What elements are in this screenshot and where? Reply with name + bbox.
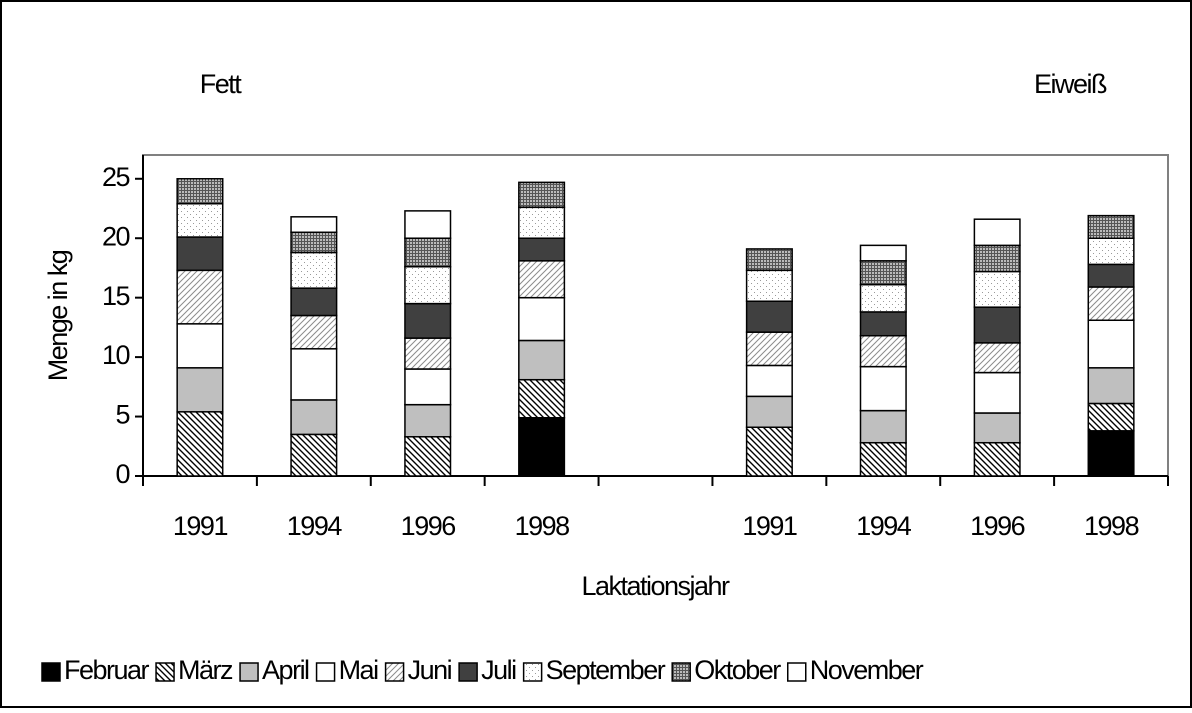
bar-segment — [745, 331, 793, 367]
bar-segment — [518, 181, 566, 209]
bar-segment — [1087, 319, 1135, 369]
bar-segment — [290, 251, 338, 289]
bar-segment — [859, 441, 907, 477]
bar-segment — [859, 283, 907, 313]
y-tick-label: 5 — [115, 400, 129, 430]
bar-segment — [859, 365, 907, 412]
legend-label: Mai — [339, 655, 379, 685]
annotation: Fett — [200, 69, 243, 99]
legend-swatch — [41, 662, 61, 682]
legend-label: April — [262, 655, 309, 685]
bar-segment — [404, 266, 452, 305]
bar-segment — [290, 314, 338, 350]
x-tick-label: 1998 — [1084, 511, 1139, 541]
bar-segment — [176, 411, 224, 477]
legend-swatch — [384, 662, 405, 682]
bar-segment — [1087, 402, 1135, 432]
x-tick-label: 1996 — [970, 511, 1025, 541]
bar-segment — [745, 426, 793, 477]
x-axis-label: Laktationsjahr — [581, 571, 730, 601]
legend-swatch — [239, 662, 259, 682]
legend-swatch — [458, 662, 478, 682]
bar-segment — [518, 296, 566, 342]
x-tick-label: 1991 — [742, 511, 797, 541]
y-axis-label: Menge in kg — [43, 250, 73, 381]
legend-swatch — [155, 662, 175, 682]
bar-segment — [745, 248, 793, 272]
bar-segment — [1087, 237, 1135, 266]
bar-segment — [176, 269, 224, 325]
bar-segment — [404, 237, 452, 268]
bar-segment — [290, 287, 338, 317]
legend-label: November — [810, 655, 924, 685]
bar-segment — [290, 433, 338, 477]
y-tick-label: 10 — [102, 340, 130, 370]
bar-segment — [404, 436, 452, 477]
bar-segment — [1087, 367, 1135, 405]
bar-segment — [859, 260, 907, 286]
bar-segment — [745, 269, 793, 302]
bar-segment — [404, 337, 452, 370]
bar-segment — [973, 342, 1021, 374]
legend-label: Februar — [64, 655, 150, 685]
legend-label: Juni — [408, 655, 452, 685]
x-tick-label: 1994 — [856, 511, 912, 541]
bar-segment — [176, 236, 224, 272]
bar-segment — [745, 300, 793, 333]
bar-segment — [518, 339, 566, 381]
bar-segment — [404, 210, 452, 239]
bar-segment — [1087, 263, 1135, 288]
bar-segment — [518, 237, 566, 262]
bar-segment — [1087, 214, 1135, 239]
x-tick-label: 1994 — [287, 511, 343, 541]
x-tick-label: 1996 — [401, 511, 456, 541]
bar-segment — [290, 216, 338, 234]
bar-segment — [859, 409, 907, 444]
legend-swatch — [671, 662, 691, 682]
bar-segment — [290, 348, 338, 401]
bar-segment — [518, 260, 566, 299]
bar-segment — [745, 395, 793, 429]
bar-segment — [745, 364, 793, 398]
legend-swatch — [787, 662, 807, 682]
x-tick-label: 1991 — [173, 511, 228, 541]
legend-label: September — [546, 655, 666, 685]
legend-label: Oktober — [694, 655, 781, 685]
annotation: Eiweiß — [1034, 69, 1107, 99]
legend-swatch — [315, 662, 336, 682]
bar-segment — [404, 368, 452, 406]
bar-segment — [518, 416, 566, 477]
y-tick-label: 25 — [102, 162, 130, 192]
bar-segment — [404, 302, 452, 339]
bar-segment — [518, 378, 566, 419]
bar-segment — [176, 202, 224, 238]
bar-segment — [973, 306, 1021, 344]
bar-segment — [290, 231, 338, 254]
bar-segment — [290, 399, 338, 436]
bar-segment — [1087, 430, 1135, 477]
bar-segment — [176, 367, 224, 413]
bar-segment — [859, 311, 907, 337]
bar-segment — [176, 178, 224, 205]
bar-segment — [973, 218, 1021, 247]
bar-segment — [859, 334, 907, 368]
bar-segment — [973, 270, 1021, 308]
bar-segment — [518, 206, 566, 239]
bar-segment — [1087, 286, 1135, 322]
bar-segment — [859, 244, 907, 262]
y-tick-label: 15 — [102, 281, 130, 311]
bar-segment — [973, 412, 1021, 444]
bar-segment — [973, 244, 1021, 273]
y-tick-label: 20 — [102, 221, 130, 251]
legend-swatch — [522, 662, 543, 682]
legend-label: Juli — [481, 655, 516, 685]
legend-label: März — [178, 655, 233, 685]
y-tick-label: 0 — [115, 459, 129, 489]
bar-segment — [176, 323, 224, 369]
bar-segment — [404, 403, 452, 438]
bar-segment — [973, 441, 1021, 477]
bar-segment — [973, 371, 1021, 414]
x-tick-label: 1998 — [515, 511, 570, 541]
